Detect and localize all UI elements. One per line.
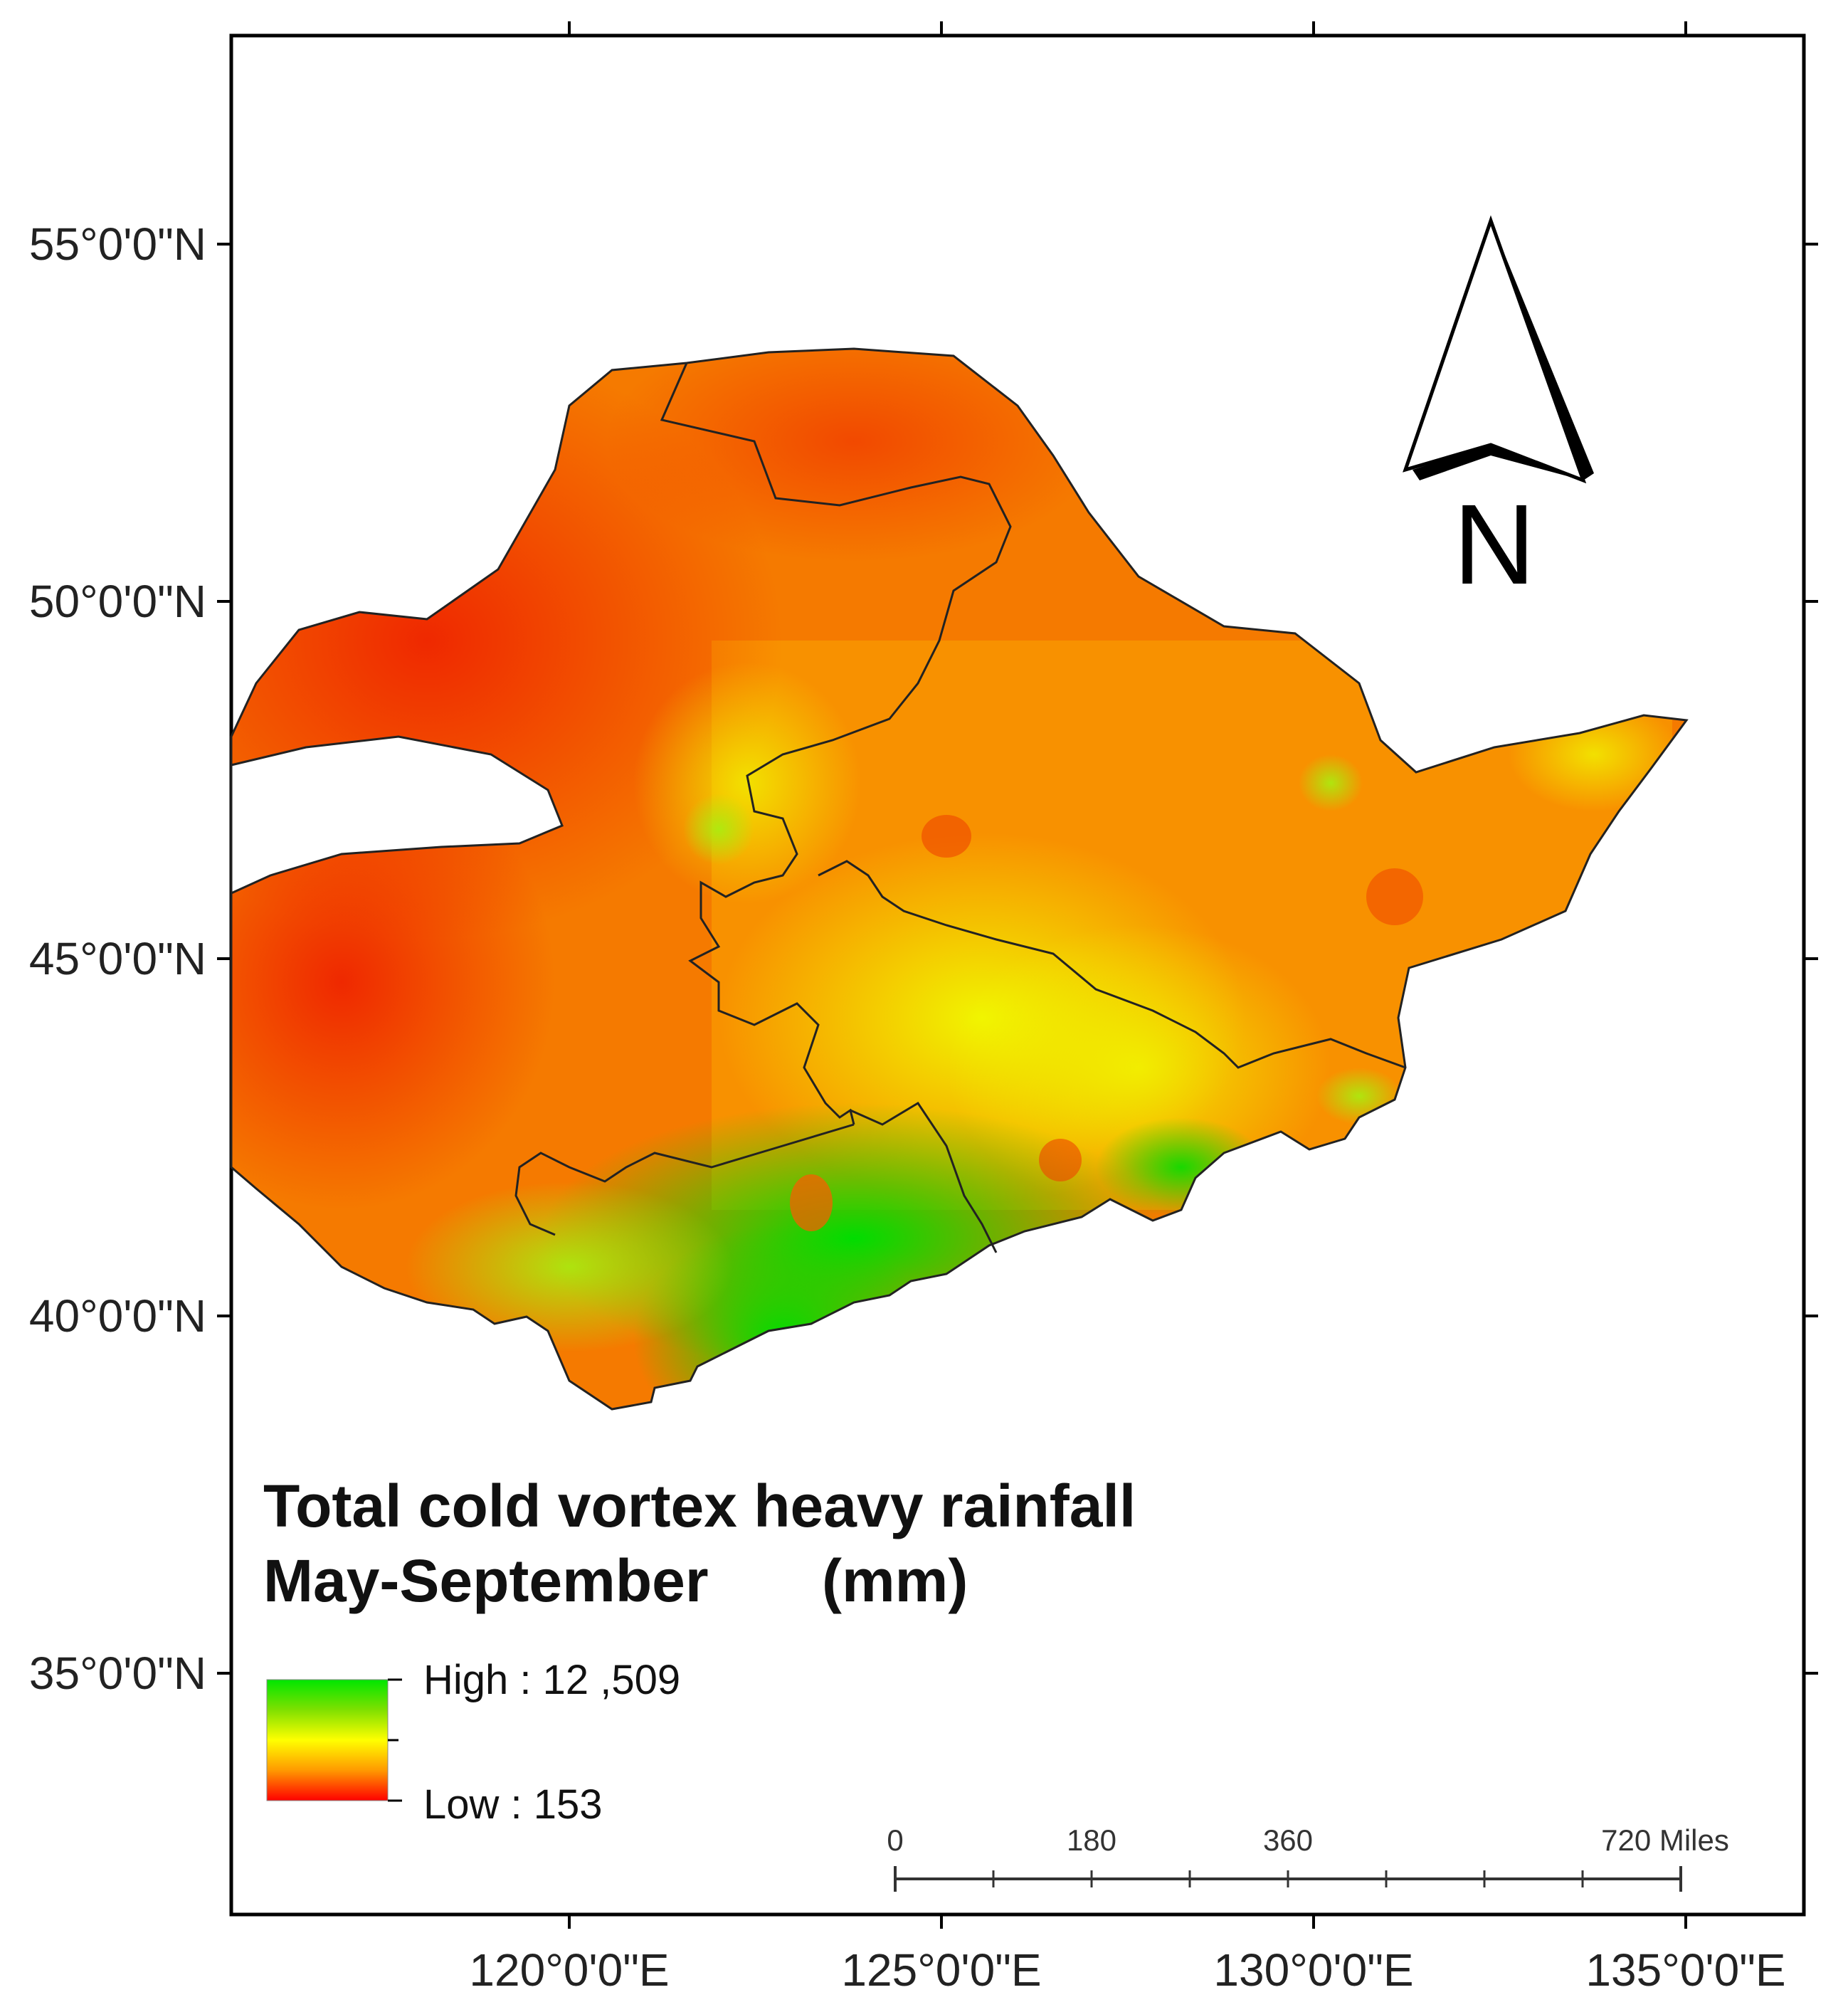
region-outline bbox=[230, 347, 1689, 1411]
lake-area bbox=[230, 735, 564, 895]
scale-label-720: 720 Miles bbox=[1601, 1823, 1729, 1857]
lat-label-50: 50°0'0"N bbox=[29, 576, 206, 627]
north-arrow-icon bbox=[1403, 215, 1594, 484]
scale-bar: 0 180 360 720 Miles bbox=[887, 1823, 1729, 1892]
legend-high-label: High : 12 ,509 bbox=[423, 1657, 680, 1703]
lat-label-40: 40°0'0"N bbox=[29, 1290, 206, 1342]
lon-label-125: 125°0'0"E bbox=[841, 1944, 1041, 1996]
scale-label-0: 0 bbox=[887, 1823, 903, 1857]
lat-label-55: 55°0'0"N bbox=[29, 218, 206, 270]
north-label: N bbox=[1453, 480, 1536, 608]
lat-label-35: 35°0'0"N bbox=[29, 1648, 206, 1699]
scale-label-180: 180 bbox=[1067, 1823, 1116, 1857]
map-title-unit: (mm) bbox=[822, 1547, 968, 1614]
lat-label-45: 45°0'0"N bbox=[29, 933, 206, 984]
lon-label-130: 130°0'0"E bbox=[1213, 1944, 1413, 1996]
frame-ticks bbox=[217, 21, 1818, 1929]
scale-label-360: 360 bbox=[1263, 1823, 1313, 1857]
lon-label-135: 135°0'0"E bbox=[1585, 1944, 1785, 1996]
map-title-line1: Total cold vortex heavy rainfall bbox=[263, 1473, 1136, 1539]
map-title-line2: May-September bbox=[263, 1547, 709, 1614]
province-boundaries bbox=[514, 362, 1406, 1253]
legend-colorbar bbox=[266, 1679, 389, 1801]
lon-label-120: 120°0'0"E bbox=[469, 1944, 669, 1996]
legend-low-label: Low : 153 bbox=[423, 1781, 603, 1828]
